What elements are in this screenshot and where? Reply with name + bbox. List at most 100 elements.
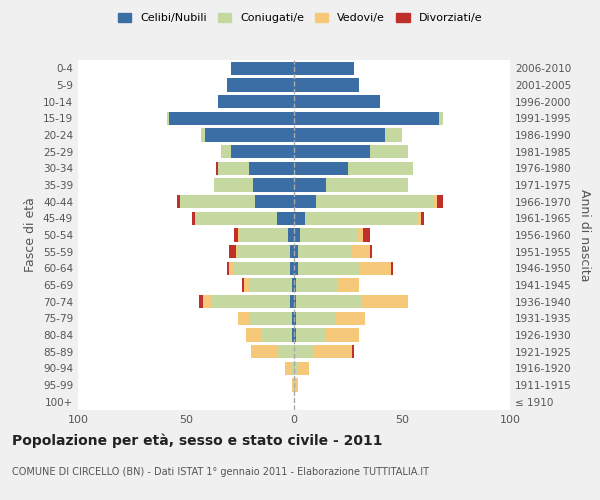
Bar — [385, 128, 402, 141]
Bar — [370, 245, 372, 258]
Bar — [286, 362, 292, 375]
Bar — [294, 162, 348, 175]
Bar — [227, 78, 294, 92]
Bar — [316, 195, 434, 208]
Bar — [238, 228, 240, 241]
Bar — [292, 328, 294, 342]
Y-axis label: Fasce di età: Fasce di età — [25, 198, 37, 272]
Bar — [294, 195, 316, 208]
Bar — [253, 178, 294, 192]
Bar — [294, 262, 298, 275]
Bar — [439, 112, 443, 125]
Bar — [169, 112, 294, 125]
Legend: Celibi/Nubili, Coniugati/e, Vedovi/e, Divorziati/e: Celibi/Nubili, Coniugati/e, Vedovi/e, Di… — [113, 8, 487, 28]
Bar — [238, 312, 248, 325]
Bar — [294, 278, 296, 291]
Bar — [294, 295, 296, 308]
Bar — [238, 245, 290, 258]
Bar — [212, 295, 290, 308]
Bar — [298, 262, 359, 275]
Bar — [287, 228, 294, 241]
Bar — [294, 228, 301, 241]
Bar — [248, 162, 294, 175]
Bar — [167, 112, 169, 125]
Bar — [218, 95, 294, 108]
Bar — [216, 162, 218, 175]
Bar — [296, 328, 326, 342]
Bar — [352, 245, 370, 258]
Bar — [296, 378, 298, 392]
Bar — [290, 262, 294, 275]
Bar — [290, 245, 294, 258]
Bar — [214, 178, 253, 192]
Bar — [194, 212, 277, 225]
Bar — [199, 295, 203, 308]
Bar — [326, 178, 409, 192]
Bar — [292, 278, 294, 291]
Bar — [352, 345, 355, 358]
Text: Popolazione per età, sesso e stato civile - 2011: Popolazione per età, sesso e stato civil… — [12, 434, 383, 448]
Bar — [356, 228, 363, 241]
Bar — [417, 212, 421, 225]
Bar — [178, 195, 179, 208]
Bar — [294, 345, 313, 358]
Bar — [292, 378, 294, 392]
Bar — [277, 345, 294, 358]
Bar — [313, 345, 352, 358]
Bar — [434, 195, 437, 208]
Bar — [294, 145, 370, 158]
Bar — [363, 228, 370, 241]
Bar — [294, 95, 380, 108]
Bar — [255, 195, 294, 208]
Bar — [236, 245, 238, 258]
Bar — [437, 195, 443, 208]
Bar — [294, 245, 298, 258]
Bar — [301, 228, 356, 241]
Bar — [179, 195, 255, 208]
Bar — [298, 245, 352, 258]
Bar — [251, 345, 277, 358]
Bar — [290, 295, 294, 308]
Bar — [233, 262, 290, 275]
Bar — [244, 278, 248, 291]
Bar — [294, 62, 355, 75]
Bar — [296, 295, 361, 308]
Bar — [294, 178, 326, 192]
Bar — [361, 295, 409, 308]
Bar — [296, 312, 335, 325]
Bar — [294, 212, 305, 225]
Bar — [240, 228, 287, 241]
Bar — [305, 212, 417, 225]
Bar — [298, 362, 309, 375]
Bar — [348, 162, 413, 175]
Bar — [193, 212, 194, 225]
Bar — [221, 145, 232, 158]
Bar — [277, 212, 294, 225]
Bar — [370, 145, 409, 158]
Bar — [294, 378, 296, 392]
Bar — [205, 128, 294, 141]
Bar — [296, 278, 337, 291]
Bar — [294, 362, 298, 375]
Bar — [421, 212, 424, 225]
Bar — [326, 328, 359, 342]
Bar — [232, 145, 294, 158]
Bar — [248, 312, 292, 325]
Bar — [233, 228, 238, 241]
Bar — [203, 295, 212, 308]
Bar — [229, 262, 233, 275]
Bar — [262, 328, 292, 342]
Bar — [294, 78, 359, 92]
Bar — [229, 245, 236, 258]
Bar — [294, 112, 439, 125]
Bar — [359, 262, 391, 275]
Bar — [242, 278, 244, 291]
Bar — [292, 362, 294, 375]
Bar — [294, 128, 385, 141]
Bar — [391, 262, 394, 275]
Bar — [218, 162, 248, 175]
Bar — [294, 312, 296, 325]
Bar — [335, 312, 365, 325]
Bar — [227, 262, 229, 275]
Bar — [292, 312, 294, 325]
